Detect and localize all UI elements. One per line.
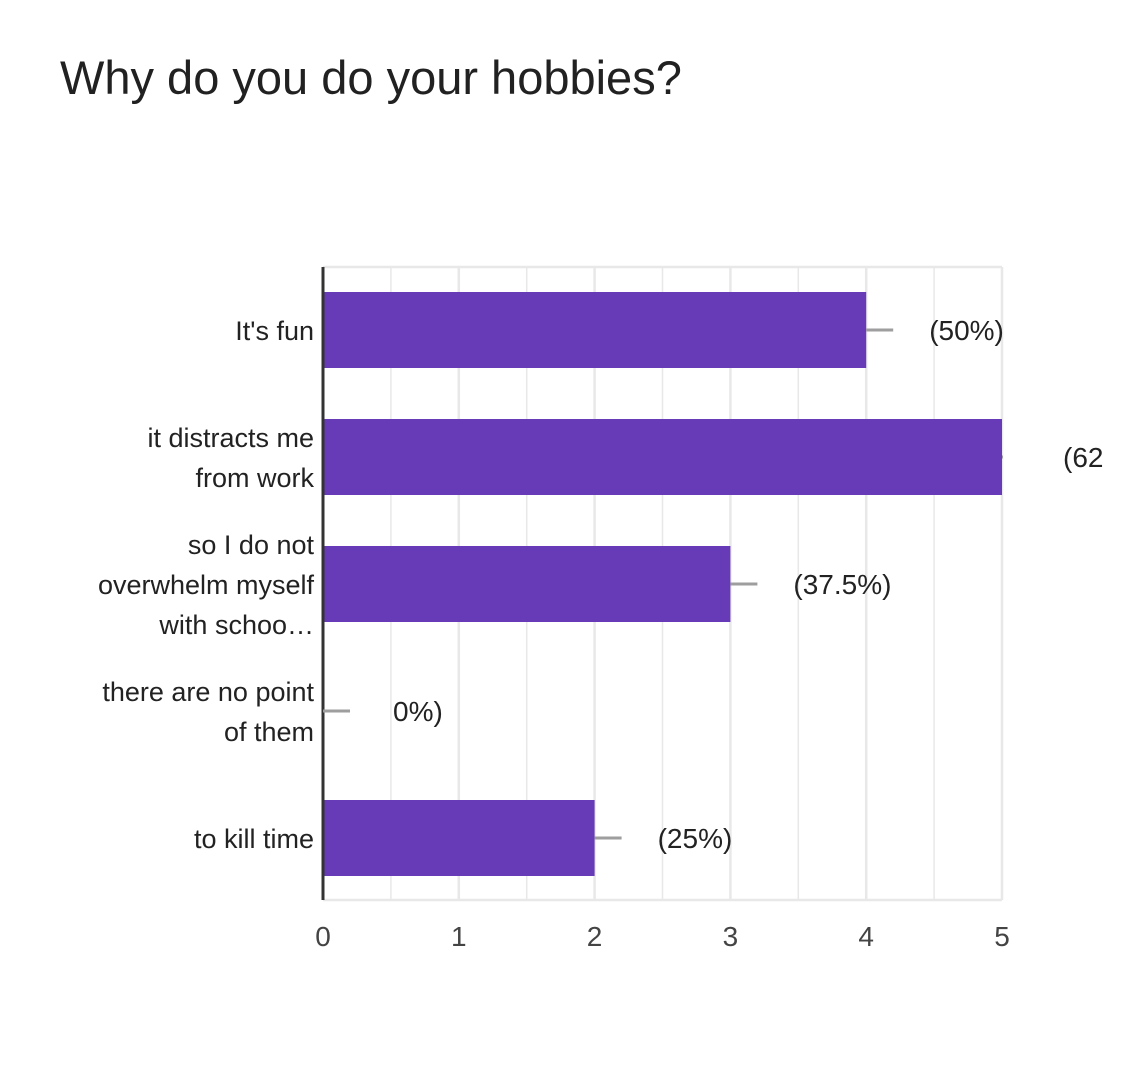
category-label: from work	[195, 463, 314, 493]
bar[interactable]	[323, 292, 867, 368]
chart-title: Why do you do your hobbies?	[60, 51, 682, 104]
x-tick-label: 0	[315, 921, 331, 952]
data-label: 0%)	[393, 696, 443, 727]
data-label: (62	[1063, 442, 1103, 473]
data-label: (25%)	[658, 823, 733, 854]
data-label: (50%)	[929, 315, 1004, 346]
category-label: It's fun	[235, 316, 314, 346]
category-label: it distracts me	[147, 423, 314, 453]
label-layer: (50%) It's fun (62 it distracts me from work…	[98, 315, 1104, 854]
category-label: there are no point	[102, 677, 314, 707]
category-label: overwhelm myself	[98, 570, 315, 600]
bar[interactable]	[323, 800, 595, 876]
x-tick-label: 2	[587, 921, 603, 952]
x-tick-label: 5	[994, 921, 1010, 952]
axis-layer: 0 1 2 3 4 5	[315, 267, 1010, 952]
category-label: so I do not	[188, 530, 315, 560]
x-tick-label: 4	[858, 921, 874, 952]
x-tick-label: 1	[451, 921, 467, 952]
bar[interactable]	[323, 546, 731, 622]
bar-layer	[323, 292, 1002, 876]
x-tick-label: 3	[723, 921, 739, 952]
category-label: with schoo…	[158, 610, 314, 640]
category-label: of them	[224, 717, 314, 747]
category-label: to kill time	[194, 824, 314, 854]
data-label: (37.5%)	[793, 569, 891, 600]
bar[interactable]	[323, 419, 1002, 495]
